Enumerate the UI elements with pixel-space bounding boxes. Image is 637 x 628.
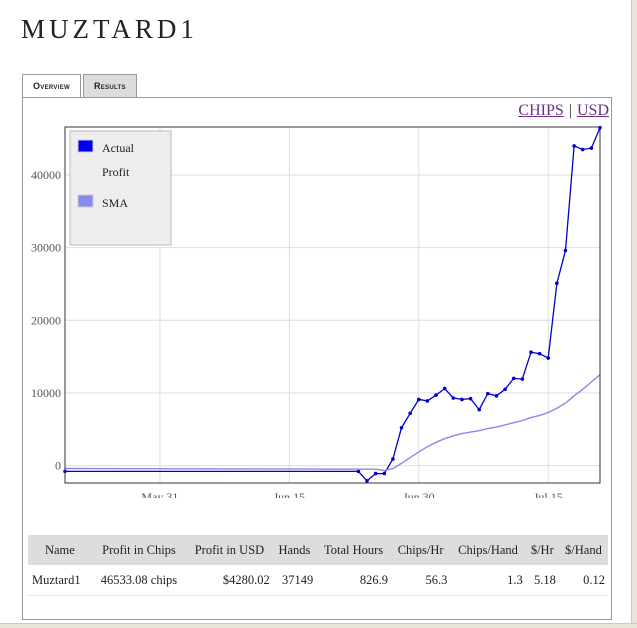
data-point — [529, 350, 533, 355]
stats-cell-7: 5.18 — [525, 565, 559, 596]
legend-label-0-line2: Profit — [102, 165, 130, 179]
stats-header-6: Chips/Hand — [450, 535, 526, 565]
overview-panel: CHIPS | USD May 31 Jun 15 Jun 30 Jul 15 0 10000… — [22, 97, 612, 620]
data-point — [537, 351, 542, 356]
data-point — [391, 457, 395, 461]
stats-header-4: Total Hours — [316, 535, 391, 565]
data-point — [460, 397, 464, 402]
stats-header-0: Name — [28, 535, 92, 565]
tab-results[interactable]: Results — [82, 74, 137, 97]
tab-overview-label: Overview — [33, 81, 70, 91]
table-row: Muztard1 46533.08 chips $4280.02 37149 826.9… — [28, 565, 608, 596]
legend-label-0: Actual — [102, 141, 135, 155]
stats-table: Name Profit in Chips Profit in USD Hands Tot… — [28, 535, 608, 596]
data-point — [572, 144, 576, 148]
legend-swatch-1 — [77, 194, 94, 208]
stats-header-8: $/Hand — [558, 535, 608, 565]
stats-header-1: Profit in Chips — [91, 535, 187, 565]
data-point — [408, 411, 412, 416]
stats-cell-8: 0.12 — [558, 565, 608, 596]
data-point — [555, 281, 559, 286]
data-point — [382, 471, 387, 476]
stats-cell-1: 46533.08 chips — [91, 565, 187, 596]
legend-box — [69, 130, 172, 246]
stats-cell-3: 37149 — [272, 565, 317, 596]
stats-cell-4: 826.9 — [316, 565, 391, 596]
x-tick-label: Jun 30 — [403, 490, 435, 498]
data-point — [399, 425, 404, 430]
data-point — [356, 469, 361, 474]
data-point — [546, 356, 551, 360]
stats-header-3: Hands — [272, 535, 317, 565]
stats-cell-6: 1.3 — [450, 565, 526, 596]
x-tick-label: May 31 — [141, 490, 178, 498]
data-point — [416, 397, 421, 402]
usd-link[interactable]: USD — [576, 102, 609, 119]
data-point — [503, 387, 507, 392]
stats-header-5: Chips/Hr — [390, 535, 451, 565]
data-point — [477, 407, 481, 412]
window-frame-bottom — [0, 623, 637, 628]
x-tick-label: Jul 15 — [534, 490, 563, 498]
page-title: MUZTARD1 — [21, 14, 198, 44]
data-point — [563, 248, 568, 253]
data-point — [373, 471, 378, 476]
window-frame-right — [631, 0, 637, 628]
stats-body: Muztard1 46533.08 chips $4280.02 37149 826.9… — [28, 565, 608, 596]
units-separator: | — [568, 102, 572, 119]
data-point — [494, 394, 499, 398]
plot-border — [64, 126, 601, 484]
data-point — [365, 479, 369, 483]
stats-cell-5: 56.3 — [390, 565, 451, 596]
stats-cell-2: $4280.02 — [186, 565, 273, 596]
data-point — [486, 391, 490, 396]
data-point — [468, 396, 473, 401]
y-tick-label: 0 — [55, 459, 61, 473]
data-point — [425, 399, 430, 403]
stats-header-row: Name Profit in Chips Profit in USD Hands Tot… — [28, 535, 608, 565]
y-tick-label: 30000 — [31, 241, 61, 255]
legend-label-1: SMA — [102, 196, 128, 210]
series-line-sma — [64, 374, 601, 472]
tab-results-label: Results — [93, 81, 126, 91]
stats-header-7: $/Hr — [525, 535, 559, 565]
data-point — [451, 396, 456, 400]
profit-chart: May 31 Jun 15 Jun 30 Jul 15 0 10000 20000 30000… — [31, 125, 602, 498]
legend-swatch-0 — [77, 139, 94, 153]
tab-bar: Overview Results — [22, 74, 139, 98]
stats-cell-0: Muztard1 — [28, 565, 92, 596]
tab-overview[interactable]: Overview — [22, 74, 81, 98]
chips-link[interactable]: CHIPS — [518, 102, 564, 119]
data-point — [434, 393, 438, 397]
data-point — [520, 377, 525, 381]
y-tick-label: 10000 — [31, 386, 61, 400]
data-point — [580, 147, 585, 152]
unit-switcher: CHIPS | USD — [518, 102, 609, 120]
data-point — [442, 386, 447, 391]
y-tick-label: 20000 — [31, 313, 61, 327]
series-line-actual-profit — [65, 127, 601, 482]
y-tick-label: 40000 — [31, 168, 61, 182]
x-tick-label: Jun 15 — [274, 490, 306, 498]
stats-header-2: Profit in USD — [186, 535, 273, 565]
data-point — [589, 146, 594, 150]
data-point — [511, 376, 516, 381]
